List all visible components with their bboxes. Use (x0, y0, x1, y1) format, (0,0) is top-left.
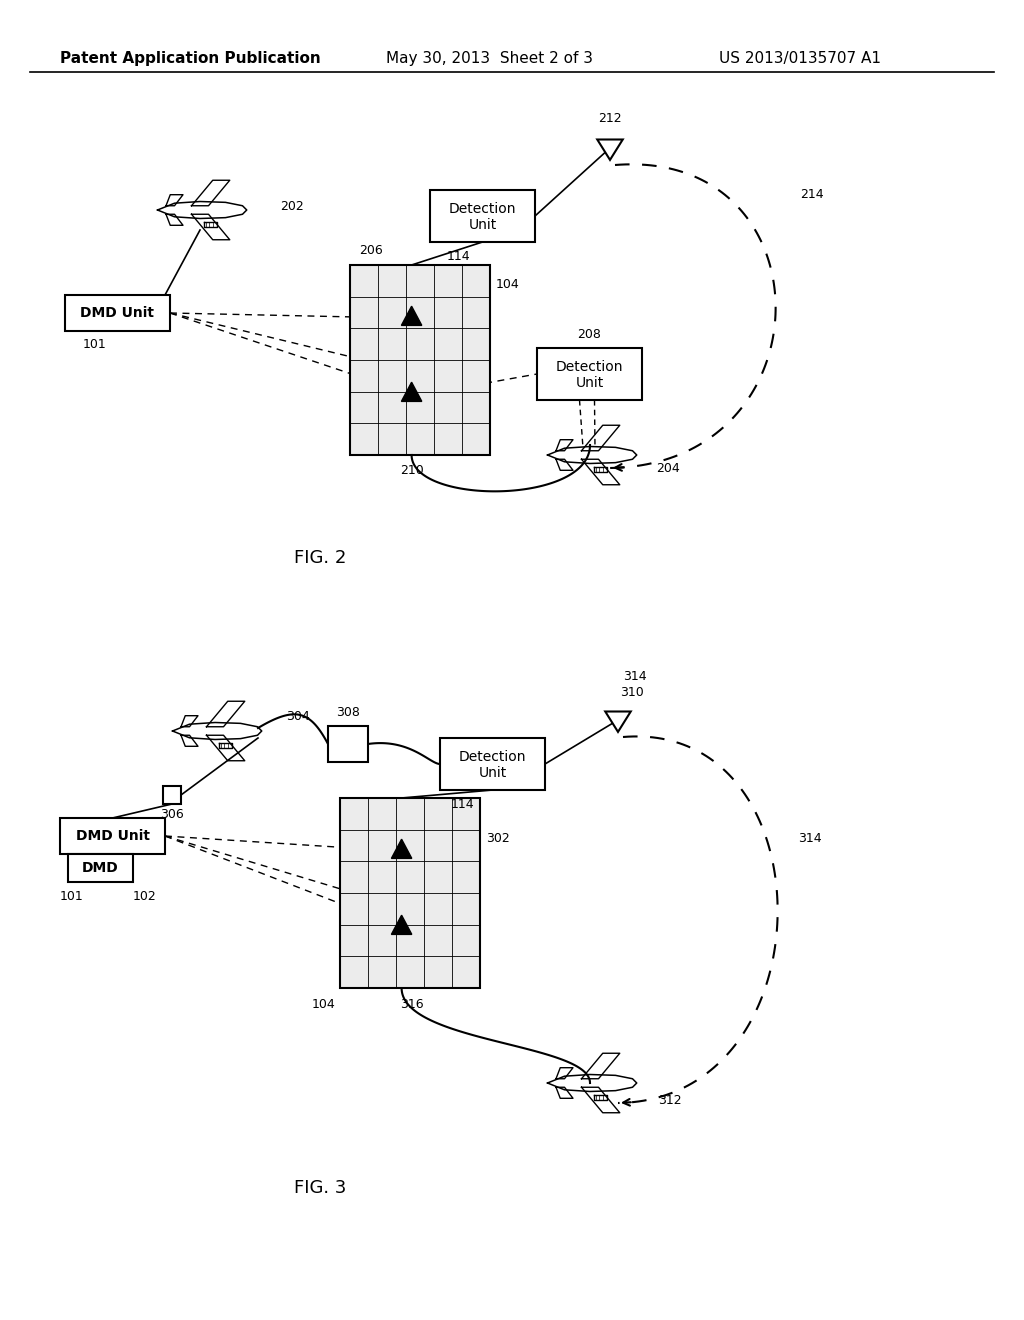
Bar (65, 294, 170, 331)
Text: DMD: DMD (82, 861, 119, 875)
Text: 304: 304 (286, 710, 310, 722)
Polygon shape (401, 383, 422, 401)
Bar (68, 854, 133, 882)
Text: 102: 102 (133, 890, 157, 903)
Text: FIG. 3: FIG. 3 (294, 1179, 346, 1197)
Text: 310: 310 (621, 685, 644, 698)
Text: Patent Application Publication: Patent Application Publication (59, 50, 321, 66)
Polygon shape (391, 915, 412, 935)
Text: 308: 308 (336, 705, 360, 718)
Text: 214: 214 (800, 189, 824, 202)
Bar (440, 738, 545, 789)
Text: 202: 202 (281, 201, 304, 214)
Text: 302: 302 (486, 832, 510, 845)
Bar (350, 265, 490, 455)
Text: May 30, 2013  Sheet 2 of 3: May 30, 2013 Sheet 2 of 3 (386, 50, 594, 66)
Text: Unit: Unit (468, 218, 497, 232)
Bar (60, 818, 165, 854)
Text: 206: 206 (359, 244, 383, 257)
Text: 101: 101 (83, 338, 106, 351)
Text: 316: 316 (399, 998, 423, 1011)
Bar (537, 348, 642, 400)
Bar (328, 726, 368, 762)
Text: DMD Unit: DMD Unit (76, 829, 150, 843)
Text: 208: 208 (578, 327, 601, 341)
Text: Unit: Unit (478, 766, 507, 780)
Text: FIG. 2: FIG. 2 (294, 549, 346, 568)
Text: 312: 312 (658, 1093, 682, 1106)
Polygon shape (391, 840, 412, 858)
Text: Detection: Detection (556, 360, 624, 374)
Polygon shape (605, 711, 631, 731)
Bar (163, 785, 181, 804)
Text: 212: 212 (598, 111, 622, 124)
Text: 101: 101 (60, 890, 84, 903)
Text: 114: 114 (451, 797, 474, 810)
Text: 314: 314 (798, 832, 822, 845)
Text: 306: 306 (160, 808, 184, 821)
Text: 210: 210 (399, 465, 424, 478)
Text: US 2013/0135707 A1: US 2013/0135707 A1 (719, 50, 881, 66)
Text: Unit: Unit (575, 376, 603, 389)
Polygon shape (401, 306, 422, 326)
Text: 314: 314 (624, 669, 647, 682)
Text: 104: 104 (312, 998, 336, 1011)
Text: 104: 104 (496, 279, 520, 292)
Text: Detection: Detection (459, 750, 526, 764)
Text: 204: 204 (656, 462, 680, 474)
Polygon shape (597, 140, 623, 160)
Bar (340, 799, 480, 987)
Text: 114: 114 (446, 249, 470, 263)
Bar (430, 190, 535, 242)
Text: DMD Unit: DMD Unit (81, 306, 155, 319)
Text: Detection: Detection (449, 202, 516, 216)
